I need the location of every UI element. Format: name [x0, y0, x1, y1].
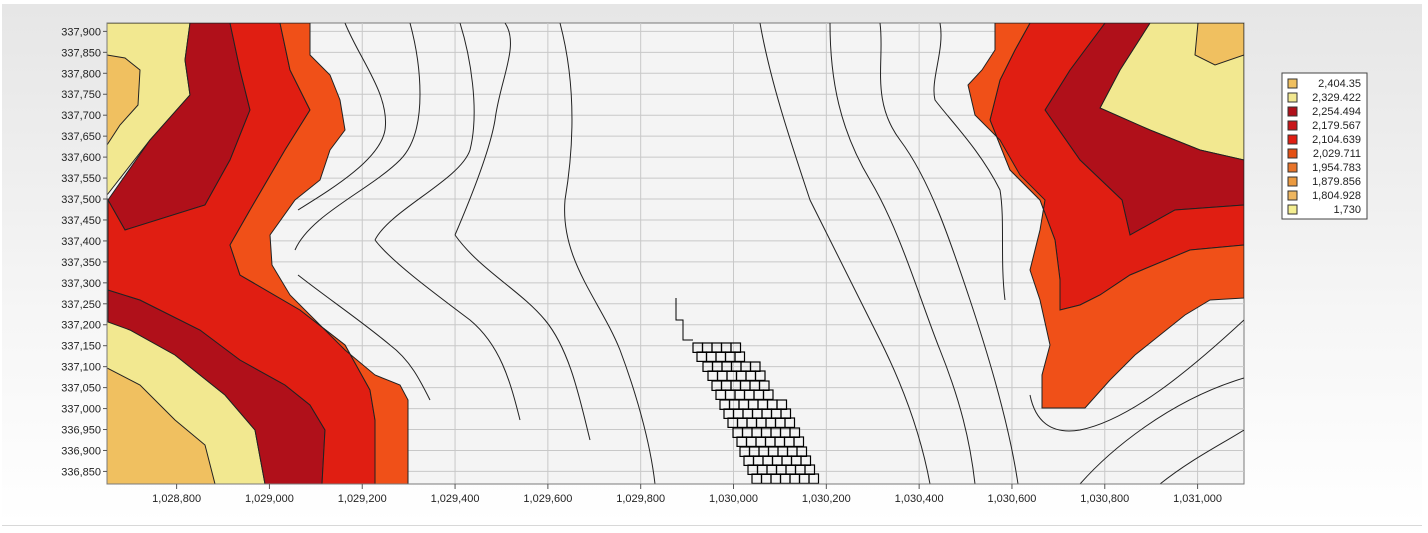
y-tick-label: 337,700 — [61, 110, 101, 122]
contour-lines — [294, 23, 1244, 484]
y-tick-label: 337,300 — [61, 278, 101, 290]
y-tick-label: 337,150 — [61, 341, 101, 353]
y-tick-label: 337,750 — [61, 89, 101, 101]
contour-line — [933, 23, 1006, 301]
x-tick-label: 1,029,200 — [338, 493, 387, 505]
x-tick-label: 1,029,600 — [523, 493, 572, 505]
legend-swatch — [1287, 176, 1298, 187]
contour-line — [759, 23, 931, 484]
x-tick-label: 1,030,600 — [987, 493, 1036, 505]
x-tick-label: 1,030,400 — [895, 493, 944, 505]
y-tick-label: 337,550 — [61, 173, 101, 185]
contour-band — [967, 23, 1244, 409]
y-tick-label: 337,900 — [61, 26, 101, 38]
contour-band — [107, 367, 216, 484]
legend-label: 2,329.422 — [1312, 92, 1361, 104]
contour-band — [229, 23, 409, 484]
legend-label: 2,179.567 — [1312, 120, 1361, 132]
y-tick-label: 337,100 — [61, 362, 101, 374]
grid-cell — [793, 436, 805, 447]
grid-cell — [754, 370, 766, 381]
y-tick-label: 337,800 — [61, 68, 101, 80]
contour-line — [1079, 377, 1244, 484]
y-tick-label: 337,200 — [61, 320, 101, 332]
contour-line — [879, 23, 1019, 484]
legend-label: 2,404.35 — [1318, 78, 1361, 90]
y-tick-label: 336,850 — [61, 466, 101, 478]
contour-line — [559, 23, 656, 484]
contour-line — [374, 239, 521, 421]
legend-label: 1,730 — [1333, 204, 1361, 216]
y-tick-label: 336,900 — [61, 445, 101, 457]
grid-cell — [784, 417, 796, 428]
legend-label: 1,954.783 — [1312, 162, 1361, 174]
x-tick-label: 1,031,000 — [1173, 493, 1222, 505]
legend-swatch — [1287, 148, 1298, 159]
grid-cell — [734, 351, 746, 362]
y-tick-label: 337,400 — [61, 236, 101, 248]
legend-swatch — [1287, 78, 1298, 89]
grid-cell — [762, 389, 774, 400]
contour-line — [297, 23, 387, 211]
legend-swatch — [1287, 204, 1298, 215]
contour-line — [294, 23, 421, 251]
legend-label: 2,029.711 — [1313, 148, 1361, 160]
y-tick-label: 337,850 — [61, 47, 101, 59]
grid-cell — [808, 473, 820, 484]
x-tick-label: 1,028,800 — [152, 493, 201, 505]
y-tick-label: 337,000 — [61, 404, 101, 416]
legend-swatch — [1287, 134, 1298, 145]
contour-line — [454, 234, 591, 441]
x-tick-label: 1,029,000 — [245, 493, 294, 505]
y-tick-label: 337,050 — [61, 383, 101, 395]
y-tick-label: 337,500 — [61, 194, 101, 206]
contour-line — [829, 23, 976, 484]
highlight-cells — [675, 298, 820, 484]
y-tick-label: 337,650 — [61, 131, 101, 143]
y-tick-label: 337,250 — [61, 299, 101, 311]
legend-swatch — [1287, 92, 1298, 103]
y-tick-label: 337,600 — [61, 152, 101, 164]
contour-line — [1029, 319, 1244, 432]
legend-label: 2,104.639 — [1312, 134, 1361, 146]
contour-line — [297, 274, 431, 401]
y-tick-label: 337,450 — [61, 215, 101, 227]
x-tick-label: 1,029,800 — [616, 493, 665, 505]
x-tick-label: 1,029,400 — [431, 493, 480, 505]
y-tick-label: 336,950 — [61, 425, 101, 437]
cell-lead-line — [675, 298, 693, 341]
legend-swatch — [1287, 120, 1298, 131]
legend-swatch — [1287, 162, 1298, 173]
x-tick-label: 1,030,200 — [802, 493, 851, 505]
x-axis: 1,028,800 1,029,000 1,029,200 1,029,400 1,02… — [107, 483, 1244, 505]
y-tick-label: 337,350 — [61, 257, 101, 269]
legend-label: 2,254.494 — [1312, 106, 1361, 118]
y-axis: 337,900 337,850 337,800 337,750 337,700 337,6… — [61, 23, 108, 484]
contour-line — [1159, 429, 1244, 484]
legend-label: 1,879.856 — [1312, 176, 1361, 188]
contour-line — [454, 23, 511, 236]
contour-band — [1194, 23, 1244, 66]
legend-swatch — [1287, 106, 1298, 117]
contour-band — [107, 54, 141, 146]
legend-label: 1,804.928 — [1312, 190, 1361, 202]
legend-swatch — [1287, 190, 1298, 201]
legend: 2,404.35 2,329.422 2,254.494 2,179.567 2,104… — [1281, 72, 1368, 220]
x-tick-label: 1,030,000 — [709, 493, 758, 505]
contour-line — [374, 23, 475, 241]
x-tick-label: 1,030,800 — [1080, 493, 1129, 505]
filled-contour-bands — [107, 23, 1244, 484]
